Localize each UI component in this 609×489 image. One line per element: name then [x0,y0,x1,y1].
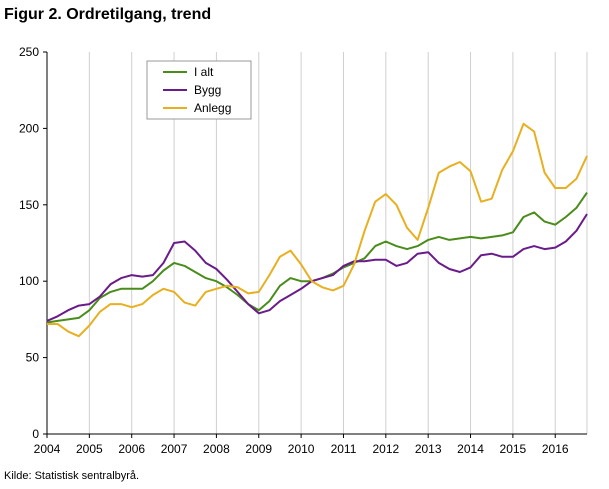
y-tick-label-250: 250 [19,45,39,59]
y-axis-tick-labels: 0 50 100 150 200 250 [19,45,39,441]
y-tick-label-50: 50 [26,351,40,365]
legend-label-anlegg: Anlegg [194,101,231,115]
x-tick-label-2016: 2016 [542,442,569,456]
x-tick-label-2012: 2012 [372,442,399,456]
x-tick-label-2006: 2006 [118,442,145,456]
x-axis-tick-labels: 2004 2005 2006 2007 2008 2009 2010 2011 2012 2013… [34,442,569,456]
y-tick-label-200: 200 [19,121,39,135]
legend: I alt Bygg Anlegg [146,60,252,120]
x-tick-label-2014: 2014 [457,442,484,456]
x-tick-label-2015: 2015 [500,442,527,456]
y-tick-label-150: 150 [19,198,39,212]
series-line-bygg [46,213,588,322]
series-lines [46,122,588,338]
x-tick-label-2007: 2007 [161,442,188,456]
y-tick-label-100: 100 [19,274,39,288]
x-tick-label-2004: 2004 [34,442,61,456]
axes [43,51,587,438]
x-tick-label-2010: 2010 [288,442,315,456]
x-tick-label-2005: 2005 [76,442,103,456]
legend-label-bygg: Bygg [194,83,221,97]
x-tick-label-2011: 2011 [331,442,357,456]
x-tick-label-2013: 2013 [415,442,442,456]
y-tick-label-0: 0 [32,427,39,441]
x-tick-label-2008: 2008 [203,442,230,456]
grid-lines [88,52,588,434]
legend-label-i-alt: I alt [194,65,214,79]
source-note: Kilde: Statistisk sentralbyrå. [4,470,140,482]
chart-title: Figur 2. Ordretilgang, trend [4,6,212,23]
series-line-anlegg [47,122,588,338]
x-tick-label-2009: 2009 [245,442,272,456]
